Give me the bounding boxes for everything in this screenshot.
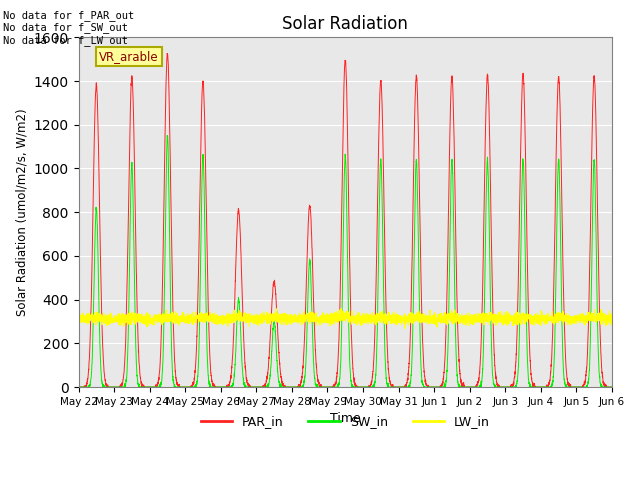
SW_in: [171, 383, 179, 388]
SW_in: [435, 384, 443, 390]
X-axis label: Time: Time: [330, 412, 360, 425]
LW_in: [608, 316, 616, 322]
PAR_in: [75, 384, 83, 390]
PAR_in: [163, 50, 171, 56]
Line: PAR_in: PAR_in: [79, 53, 612, 387]
LW_in: [607, 320, 615, 326]
LW_in: [337, 306, 345, 312]
PAR_in: [435, 384, 443, 390]
Title: Solar Radiation: Solar Radiation: [282, 15, 408, 33]
SW_in: [607, 384, 615, 390]
PAR_in: [495, 384, 503, 389]
LW_in: [170, 314, 178, 320]
SW_in: [608, 384, 616, 390]
Y-axis label: Solar Radiation (umol/m2/s, W/m2): Solar Radiation (umol/m2/s, W/m2): [15, 108, 28, 316]
LW_in: [495, 313, 503, 319]
Legend: PAR_in, SW_in, LW_in: PAR_in, SW_in, LW_in: [196, 410, 495, 433]
LW_in: [401, 325, 408, 331]
PAR_in: [325, 384, 333, 390]
LW_in: [75, 319, 83, 324]
SW_in: [164, 132, 172, 138]
SW_in: [325, 384, 333, 390]
PAR_in: [465, 384, 472, 390]
SW_in: [75, 384, 83, 390]
Text: No data for f_PAR_out
No data for f_SW_out
No data for f_LW_out: No data for f_PAR_out No data for f_SW_o…: [3, 10, 134, 46]
SW_in: [465, 384, 472, 390]
Line: LW_in: LW_in: [79, 309, 612, 328]
PAR_in: [608, 384, 616, 390]
LW_in: [435, 316, 443, 322]
LW_in: [465, 316, 472, 322]
SW_in: [495, 384, 503, 390]
LW_in: [325, 317, 333, 323]
PAR_in: [607, 384, 615, 390]
PAR_in: [171, 355, 179, 361]
Text: VR_arable: VR_arable: [99, 50, 159, 63]
Line: SW_in: SW_in: [79, 135, 612, 387]
